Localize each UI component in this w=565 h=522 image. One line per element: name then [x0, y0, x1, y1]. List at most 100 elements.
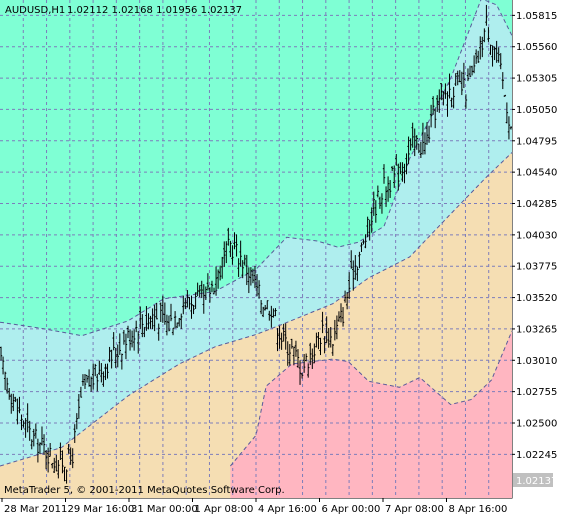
ohlc-bar: [247, 267, 251, 294]
price-bars: [0, 4, 513, 484]
ohlc-bar: [231, 245, 234, 265]
y-tick-label: 1.05815: [516, 11, 557, 22]
ohlc-bar: [409, 138, 412, 151]
ohlc-bar: [75, 413, 78, 430]
ohlc-bar: [59, 442, 62, 461]
ohlc-bar: [151, 308, 154, 330]
ohlc-bar: [448, 73, 451, 99]
ohlc-bar: [186, 290, 189, 308]
ohlc-bar: [485, 4, 488, 26]
ohlc-bar: [368, 219, 371, 241]
ohlc-bar: [370, 207, 373, 233]
ohlc-bar: [110, 349, 113, 369]
ohlc-bar: [40, 426, 44, 446]
ohlc-bar: [311, 348, 314, 369]
ohlc-bar: [505, 102, 509, 124]
ohlc-bar: [67, 443, 70, 454]
ohlc-bar: [333, 319, 337, 341]
y-tick-label: 1.05305: [516, 74, 557, 85]
x-tick-label: 29 Mar 16:00: [68, 504, 135, 515]
ohlc-bar: [356, 266, 359, 282]
ohlc-bar: [69, 447, 72, 465]
ohlc-bar: [55, 454, 58, 472]
ohlc-bar: [413, 128, 416, 157]
ohlc-bar: [251, 268, 255, 284]
ohlc-bar: [239, 240, 242, 267]
ohlc-bar: [106, 363, 109, 379]
y-tick-label: 1.03010: [516, 356, 557, 367]
copyright-footer: MetaTrader 5, © 2001-2011 MetaQuotes Sof…: [4, 485, 285, 496]
ohlc-bar: [48, 443, 52, 457]
ohlc-bar: [153, 305, 156, 332]
ohlc-bar: [44, 450, 48, 470]
ohlc-bar: [300, 373, 304, 379]
band-line-3: [230, 330, 513, 467]
ohlc-bar: [460, 71, 464, 96]
ohlc-bar: [126, 325, 130, 339]
ohlc-bar: [16, 398, 19, 425]
ohlc-bar: [188, 296, 191, 310]
ohlc-bar: [354, 255, 357, 280]
ohlc-bar: [190, 295, 193, 319]
ohlc-bar: [77, 394, 81, 419]
ohlc-bar: [319, 337, 322, 356]
ohlc-bar: [501, 72, 504, 90]
ohlc-bar: [71, 448, 74, 469]
ohlc-bar: [390, 166, 394, 172]
ohlc-bar: [292, 346, 296, 366]
ohlc-bar: [122, 330, 126, 345]
ohlc-bar: [182, 295, 185, 315]
ohlc-bar: [452, 86, 455, 109]
ohlc-bar: [290, 338, 294, 349]
ohlc-bar: [403, 163, 406, 184]
ohlc-bar: [323, 336, 326, 354]
ohlc-bar: [149, 315, 152, 329]
ohlc-bar: [489, 44, 492, 55]
ohlc-bar: [345, 292, 349, 310]
ohlc-bar: [229, 240, 232, 258]
ohlc-bar: [34, 423, 38, 439]
band-line-1: [0, 0, 513, 337]
ohlc-bar: [42, 434, 46, 455]
ohlc-bar: [14, 396, 17, 403]
ohlc-bar: [79, 386, 83, 398]
ohlc-bar: [427, 125, 431, 143]
y-tick-label: 1.04030: [516, 230, 557, 241]
ohlc-bar: [358, 251, 361, 269]
ohlc-bar: [481, 36, 484, 58]
ohlc-bar: [415, 135, 418, 150]
ohlc-bar: [134, 320, 138, 333]
zone-top-fill: [0, 0, 512, 336]
ohlc-bar: [57, 459, 60, 479]
ohlc-bar: [12, 393, 15, 412]
ohlc-bar: [63, 466, 66, 482]
ohlc-bar: [20, 414, 23, 431]
ohlc-bar: [145, 306, 148, 331]
ohlc-bar: [477, 50, 480, 63]
ohlc-bar: [495, 40, 498, 63]
ohlc-bar: [341, 307, 345, 327]
x-tick-label: 28 Mar 2011: [4, 504, 67, 515]
ohlc-bar: [399, 162, 402, 175]
ohlc-bar: [462, 62, 466, 89]
ohlc-bar: [259, 300, 263, 315]
ohlc-bar: [436, 95, 439, 112]
ohlc-bar: [28, 420, 31, 441]
ohlc-bar: [204, 286, 208, 301]
ohlc-bar: [89, 376, 93, 392]
ohlc-bar: [264, 304, 267, 311]
ohlc-bar: [434, 108, 437, 129]
x-tick-label: 1 Apr 08:00: [195, 504, 254, 515]
ohlc-bar: [366, 216, 369, 238]
x-tick-label: 8 Apr 16:00: [449, 504, 508, 515]
ohlc-bar: [446, 91, 449, 117]
ohlc-bar: [137, 330, 140, 354]
band-line-2: [0, 152, 513, 467]
ohlc-bar: [192, 304, 195, 315]
ohlc-bar: [245, 254, 248, 286]
ohlc-bar: [388, 180, 392, 198]
ohlc-bar: [104, 363, 107, 381]
ohlc-bar: [458, 70, 461, 83]
ohlc-bar: [167, 315, 171, 332]
ohlc-bar: [350, 250, 353, 269]
